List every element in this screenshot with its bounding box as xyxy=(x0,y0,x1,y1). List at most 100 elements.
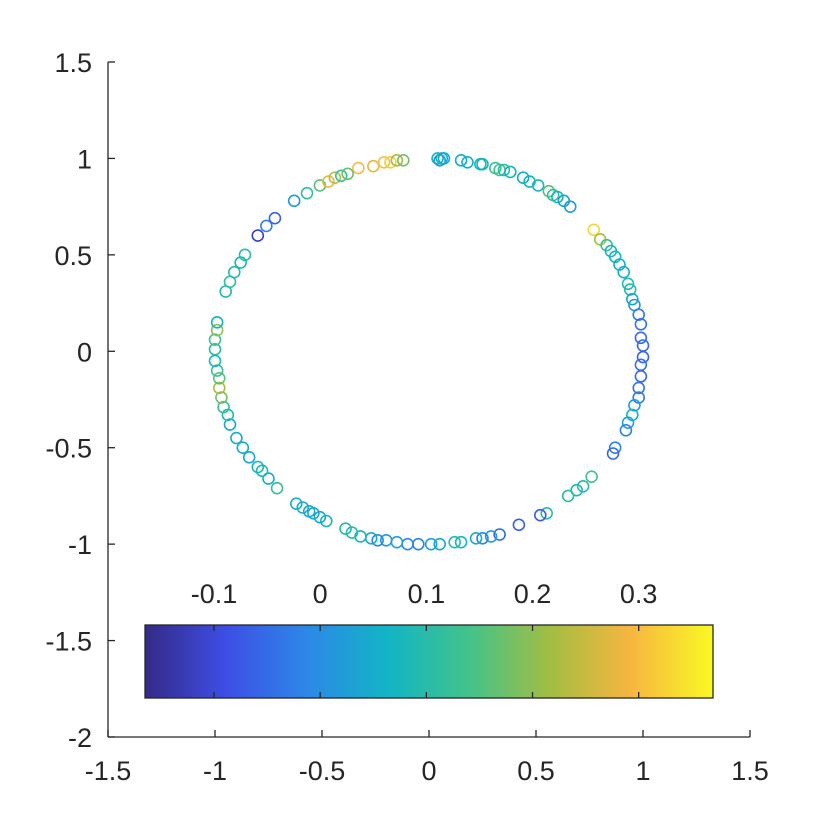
data-point xyxy=(251,460,265,474)
data-point xyxy=(608,441,622,455)
data-point xyxy=(397,154,410,167)
data-point xyxy=(341,167,354,181)
data-point xyxy=(379,533,393,547)
x-tick-label: 1.5 xyxy=(731,756,769,786)
data-point xyxy=(504,165,517,179)
data-point xyxy=(384,155,397,169)
data-point xyxy=(215,391,228,404)
x-tick-label: 1 xyxy=(635,756,650,786)
data-point xyxy=(497,163,511,177)
data-point xyxy=(628,398,641,412)
data-point xyxy=(623,283,637,296)
data-point xyxy=(217,400,230,414)
data-point xyxy=(345,526,359,539)
data-point xyxy=(619,424,633,437)
data-point xyxy=(377,155,391,169)
data-point xyxy=(371,533,384,547)
data-point xyxy=(448,535,461,549)
colorbar-tick-label: 0.3 xyxy=(620,579,658,609)
data-point xyxy=(533,508,547,522)
data-point xyxy=(634,358,648,372)
data-point xyxy=(542,184,556,198)
data-point xyxy=(433,537,447,551)
data-point xyxy=(636,350,650,364)
data-point xyxy=(313,510,327,524)
y-tick-label: 1.5 xyxy=(54,48,92,78)
colorbar-tick-label: -0.1 xyxy=(191,579,238,609)
data-point xyxy=(352,161,365,175)
data-point xyxy=(634,331,648,345)
data-point xyxy=(587,223,601,237)
data-point xyxy=(255,464,269,478)
data-point xyxy=(634,370,648,383)
colorbar-tick-label: 0 xyxy=(313,579,328,609)
data-point xyxy=(223,418,237,431)
data-point xyxy=(230,431,243,445)
data-point xyxy=(401,537,414,551)
data-point xyxy=(512,518,526,532)
x-tick-label: -1 xyxy=(203,756,227,786)
data-point xyxy=(454,154,468,167)
data-point xyxy=(367,159,380,173)
data-point xyxy=(636,339,650,352)
data-point xyxy=(270,481,284,495)
data-point xyxy=(212,381,226,395)
data-point xyxy=(431,152,444,165)
data-point xyxy=(290,497,303,510)
data-point xyxy=(516,171,530,185)
data-point xyxy=(531,179,545,192)
data-point xyxy=(461,155,474,169)
y-tick-label: -2 xyxy=(68,723,92,753)
data-point xyxy=(302,505,316,518)
x-tick-label: 0 xyxy=(421,756,436,786)
y-tick-label: 0.5 xyxy=(54,241,92,271)
data-point xyxy=(634,317,648,331)
data-point xyxy=(210,323,224,337)
data-point xyxy=(210,364,224,377)
data-point xyxy=(476,157,489,171)
data-point xyxy=(593,233,607,246)
data-point xyxy=(300,186,314,200)
y-tick-label: -1 xyxy=(68,530,92,560)
data-point xyxy=(227,265,241,279)
colorbar-tick-label: 0.2 xyxy=(514,579,552,609)
data-point xyxy=(570,483,583,497)
colorbar: -0.1 0 0.1 0.2 0.3 xyxy=(144,579,714,699)
x-tick-label: -0.5 xyxy=(299,756,346,786)
data-point xyxy=(319,514,333,528)
data-point xyxy=(585,470,598,483)
data-point xyxy=(424,537,438,551)
axes: -1.5 -1 -0.5 0 0.5 1 1.51.510.50-0.5-1-1.5-2 xyxy=(45,48,768,786)
data-point xyxy=(251,229,265,242)
data-point xyxy=(236,441,250,455)
colorbar-gradient xyxy=(144,624,714,699)
data-point xyxy=(454,535,468,549)
data-point xyxy=(411,537,425,551)
data-point xyxy=(484,530,498,543)
data-point xyxy=(287,194,301,208)
data-point xyxy=(563,200,577,213)
data-point xyxy=(493,528,506,541)
data-point xyxy=(617,265,631,279)
data-point xyxy=(625,292,639,306)
x-tick-label: -1.5 xyxy=(85,756,132,786)
data-point xyxy=(262,472,275,485)
data-point xyxy=(238,248,252,262)
y-tick-label: -0.5 xyxy=(45,434,92,464)
y-tick-label: 0 xyxy=(77,337,92,367)
data-point xyxy=(551,190,564,204)
data-point xyxy=(540,506,554,520)
data-point xyxy=(632,381,646,395)
data-point xyxy=(390,154,404,167)
data-point xyxy=(364,532,378,545)
data-point xyxy=(621,416,635,429)
y-tick-label: 1 xyxy=(77,144,92,174)
data-point xyxy=(469,532,483,545)
data-point xyxy=(334,169,348,183)
data-point xyxy=(576,479,590,493)
data-point xyxy=(242,451,256,464)
data-point xyxy=(322,175,335,188)
x-tick-label: 0.5 xyxy=(517,756,555,786)
data-point xyxy=(561,489,575,503)
